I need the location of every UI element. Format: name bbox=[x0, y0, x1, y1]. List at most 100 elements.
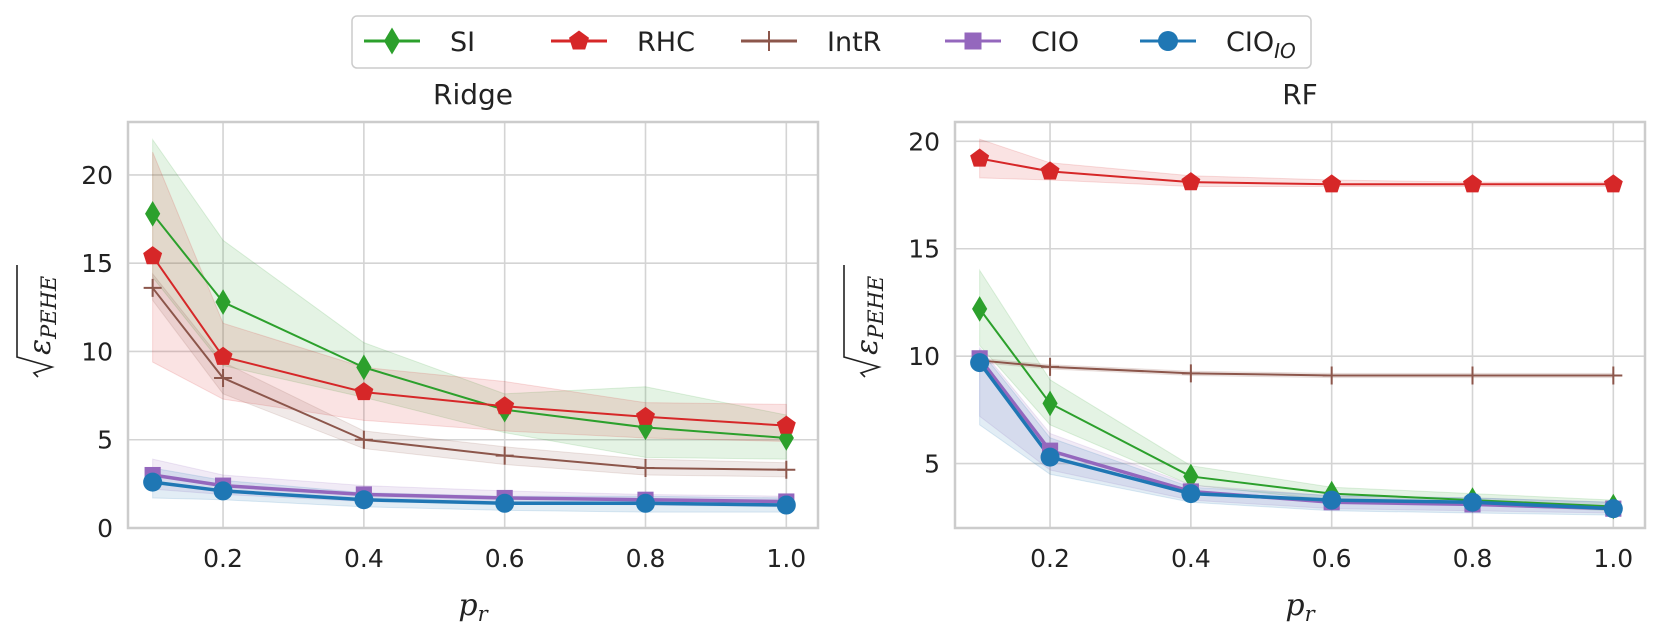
x-tick-label: 0.6 bbox=[485, 544, 525, 573]
point-si bbox=[1042, 390, 1058, 417]
point-cio-io bbox=[143, 472, 163, 492]
line-rhc bbox=[151, 255, 787, 427]
legend-marker-diamond bbox=[384, 27, 400, 55]
panel-ridge: Ridge 0 5 10 15 20 0.2 0.4 0.6 0.8 1.0 pr εPEHE bbox=[16, 78, 820, 626]
x-axis-label: pr bbox=[458, 588, 489, 626]
legend-label: SI bbox=[450, 27, 475, 58]
x-tick-label: 0.8 bbox=[626, 544, 666, 573]
sqrt-sign bbox=[843, 265, 882, 378]
plot-frame bbox=[953, 120, 1647, 530]
panel-title: Ridge bbox=[433, 78, 513, 111]
sqrt-sign bbox=[16, 265, 55, 378]
x-tick-label: 0.4 bbox=[1171, 544, 1211, 573]
point-rhc bbox=[495, 396, 515, 415]
svg-text:εPEHE: εPEHE bbox=[23, 276, 61, 355]
panel-title: RF bbox=[1282, 78, 1318, 111]
point-rhc bbox=[1322, 174, 1342, 193]
legend-item-cio: CIO bbox=[945, 27, 1079, 58]
line-cio-io bbox=[978, 361, 1614, 511]
point-intr bbox=[1181, 364, 1200, 383]
point-intr bbox=[1604, 366, 1623, 385]
x-tick-label: 0.2 bbox=[1030, 544, 1070, 573]
line-si bbox=[151, 213, 787, 439]
legend: SI RHC IntR CIO CIOIO bbox=[351, 15, 1312, 69]
point-cio-io bbox=[970, 353, 990, 373]
band-rhc bbox=[979, 138, 1614, 187]
point-rhc bbox=[1181, 172, 1201, 191]
point-rhc bbox=[143, 246, 163, 265]
point-intr bbox=[636, 458, 655, 477]
point-cio-io bbox=[636, 493, 655, 513]
y-tick-label: 20 bbox=[81, 161, 113, 190]
point-rhc bbox=[1603, 174, 1623, 193]
point-cio-io bbox=[776, 495, 796, 515]
line-rhc bbox=[979, 157, 1614, 186]
panel-rf: RF 5 10 15 20 0.2 0.4 0.6 0.8 1.0 pr εPEHE bbox=[843, 78, 1647, 626]
legend-label: IntR bbox=[827, 27, 881, 58]
point-rhc bbox=[213, 346, 233, 365]
line-intr bbox=[151, 287, 787, 471]
legend-marker-plus bbox=[759, 31, 779, 51]
svg-text:εPEHE: εPEHE bbox=[850, 276, 888, 355]
point-intr bbox=[354, 430, 373, 449]
x-tick-label: 0.6 bbox=[1312, 544, 1352, 573]
legend-label: RHC bbox=[637, 27, 695, 58]
legend-marker-square bbox=[964, 32, 982, 50]
point-intr bbox=[495, 446, 514, 465]
y-tick-label: 5 bbox=[924, 450, 940, 479]
plot-frame bbox=[126, 120, 820, 530]
legend-marker-pentagon bbox=[569, 30, 589, 50]
legend-box bbox=[351, 15, 1312, 69]
point-rhc bbox=[970, 148, 990, 167]
point-intr bbox=[777, 460, 796, 479]
legend-item-si: SI bbox=[364, 27, 475, 58]
y-tick-label: 10 bbox=[908, 342, 940, 371]
legend-marker-circle bbox=[1158, 31, 1178, 51]
point-cio-io bbox=[1603, 499, 1623, 519]
point-intr bbox=[143, 278, 162, 297]
point-si bbox=[1183, 463, 1199, 490]
y-axis-label: εPEHE bbox=[16, 265, 61, 378]
legend-item-rhc: RHC bbox=[551, 27, 695, 58]
line-cio bbox=[152, 473, 787, 504]
y-tick-label: 20 bbox=[908, 127, 940, 156]
point-intr bbox=[1041, 357, 1060, 376]
y-tick-label: 15 bbox=[81, 249, 113, 278]
point-rhc bbox=[1463, 174, 1482, 193]
line-cio-io bbox=[152, 480, 787, 507]
y-tick-label: 10 bbox=[81, 337, 113, 366]
point-intr bbox=[1322, 366, 1341, 385]
point-cio-io bbox=[354, 490, 374, 510]
legend-label: CIO bbox=[1031, 27, 1079, 58]
legend-label: CIOIO bbox=[1226, 27, 1296, 63]
point-rhc bbox=[776, 415, 796, 434]
x-tick-label: 0.8 bbox=[1453, 544, 1493, 573]
point-intr bbox=[214, 368, 233, 387]
y-axis-label: εPEHE bbox=[843, 265, 888, 378]
y-tick-label: 15 bbox=[908, 235, 940, 264]
y-tick-label: 0 bbox=[97, 514, 113, 543]
point-cio-io bbox=[1463, 492, 1482, 512]
point-si bbox=[215, 289, 231, 315]
x-axis-label: pr bbox=[1285, 588, 1316, 626]
y-tick-label: 5 bbox=[97, 426, 113, 455]
point-si bbox=[972, 296, 988, 322]
point-rhc bbox=[354, 382, 374, 401]
point-cio-io bbox=[213, 481, 233, 501]
legend-item-cio-io: CIOIO bbox=[1140, 27, 1296, 63]
point-cio-io bbox=[1181, 484, 1201, 504]
point-cio-io bbox=[1040, 447, 1060, 467]
line-intr bbox=[979, 359, 1614, 377]
x-tick-label: 1.0 bbox=[1593, 544, 1633, 573]
point-cio-io bbox=[495, 493, 515, 513]
point-intr bbox=[1463, 366, 1482, 385]
point-si bbox=[145, 200, 161, 227]
line-si bbox=[978, 308, 1614, 508]
point-rhc bbox=[1040, 161, 1060, 180]
x-tick-label: 1.0 bbox=[766, 544, 806, 573]
point-cio-io bbox=[1322, 490, 1342, 510]
point-si bbox=[356, 354, 372, 381]
legend-item-intr: IntR bbox=[741, 27, 881, 58]
x-tick-label: 0.2 bbox=[203, 544, 243, 573]
